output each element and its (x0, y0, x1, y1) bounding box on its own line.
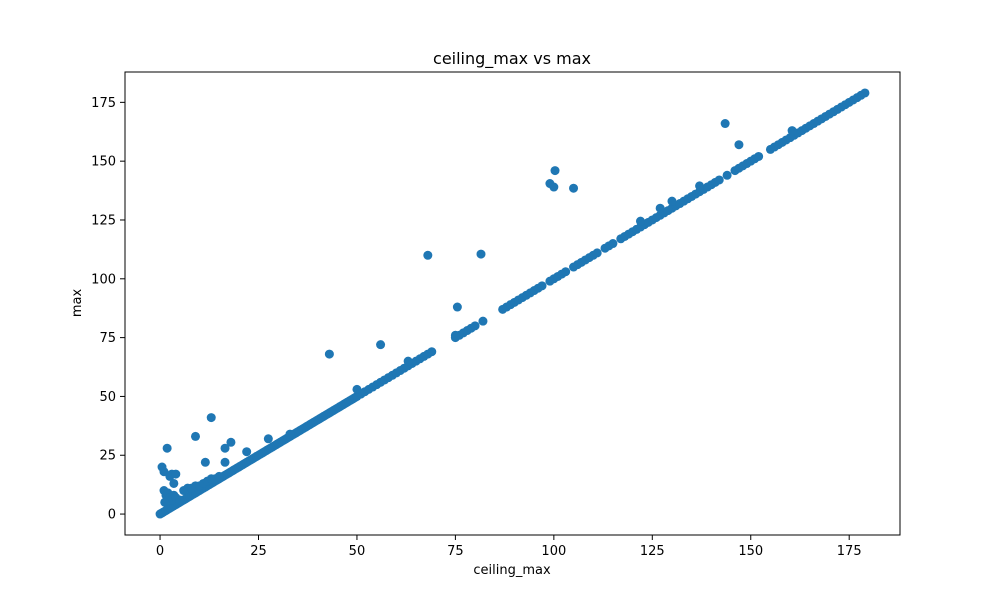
scatter-point (549, 182, 559, 192)
scatter-point (655, 203, 665, 213)
y-tick-label: 50 (99, 390, 116, 405)
scatter-point (720, 119, 730, 129)
x-axis-title: ceiling_max (473, 563, 551, 578)
scatter-point (667, 196, 677, 206)
scatter-point (734, 140, 744, 150)
x-axis-ticks: 0 25 50 75 100 125 150 175 (156, 535, 862, 559)
x-tick-label: 25 (250, 544, 267, 559)
x-tick-label: 75 (447, 544, 464, 559)
plot-frame (124, 71, 901, 536)
scatter-point (569, 183, 579, 193)
scatter-point (470, 321, 480, 331)
scatter-point (206, 413, 216, 423)
scatter-point (242, 447, 252, 457)
y-tick-label: 75 (99, 331, 116, 346)
scatter-point (352, 384, 362, 394)
scatter-point (592, 248, 602, 258)
scatter-point (169, 478, 179, 488)
scatter-point (476, 249, 486, 259)
x-tick-label: 100 (541, 544, 566, 559)
scatter-point (427, 347, 437, 357)
scatter-point (171, 469, 181, 479)
scatter-point (160, 497, 170, 507)
scatter-point (263, 434, 273, 444)
points-layer (155, 88, 870, 519)
scatter-point (450, 330, 460, 340)
scatter-point (498, 304, 508, 314)
y-axis-title: max (70, 289, 85, 318)
scatter-point (635, 216, 645, 226)
scatter-point (478, 316, 488, 326)
scatter-point (324, 349, 334, 359)
y-tick-label: 100 (91, 272, 116, 287)
scatter-point (860, 88, 870, 98)
scatter-point (220, 457, 230, 467)
x-tick-label: 150 (738, 544, 763, 559)
scatter-point (200, 457, 210, 467)
scatter-point (537, 281, 547, 291)
y-tick-label: 25 (99, 449, 116, 464)
chart-title: ceiling_max vs max (433, 49, 591, 69)
scatter-point (226, 437, 236, 447)
y-tick-label: 150 (91, 155, 116, 170)
scatter-point (403, 356, 413, 366)
scatter-point (175, 495, 185, 505)
x-tick-label: 175 (837, 544, 862, 559)
x-tick-label: 125 (640, 544, 665, 559)
scatter-point (608, 239, 618, 249)
y-tick-label: 0 (108, 508, 116, 523)
scatter-point (561, 267, 571, 277)
scatter-point (452, 302, 462, 312)
scatter-point (376, 340, 386, 350)
scatter-point (787, 126, 797, 136)
y-axis-ticks: 0 25 50 75 100 125 150 175 (91, 96, 125, 523)
scatter-point (162, 443, 172, 453)
scatter-point (220, 443, 230, 453)
y-tick-label: 125 (91, 213, 116, 228)
scatter-point (214, 471, 224, 481)
scatter-point (754, 151, 764, 161)
scatter-point (722, 170, 732, 180)
scatter-point (695, 181, 705, 191)
scatter-point (190, 431, 200, 441)
scatter-point (714, 175, 724, 185)
scatter-point (285, 429, 295, 439)
x-tick-label: 0 (156, 544, 164, 559)
y-tick-label: 175 (91, 96, 116, 111)
scatter-point (550, 166, 560, 176)
scatter-point (423, 250, 433, 260)
x-tick-label: 50 (349, 544, 366, 559)
